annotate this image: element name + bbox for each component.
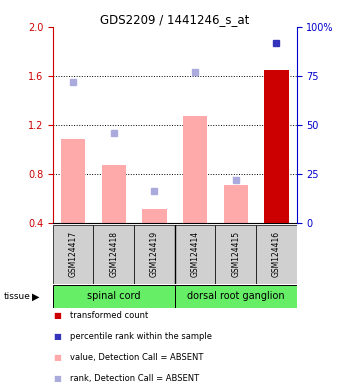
Text: tissue: tissue: [3, 292, 30, 301]
Text: transformed count: transformed count: [70, 311, 148, 320]
Bar: [175, 225, 216, 284]
Bar: [134, 225, 175, 284]
Bar: [61, 139, 85, 223]
Bar: [183, 116, 207, 223]
Title: GDS2209 / 1441246_s_at: GDS2209 / 1441246_s_at: [100, 13, 250, 26]
Text: percentile rank within the sample: percentile rank within the sample: [70, 332, 212, 341]
Bar: [102, 165, 126, 223]
Bar: [264, 70, 288, 223]
Bar: [216, 225, 256, 284]
Bar: [175, 285, 297, 308]
Text: GSM124414: GSM124414: [191, 231, 199, 278]
Bar: [256, 225, 297, 284]
Text: GSM124417: GSM124417: [69, 231, 78, 278]
Text: dorsal root ganglion: dorsal root ganglion: [187, 291, 284, 301]
Bar: [53, 285, 175, 308]
Bar: [142, 209, 167, 223]
Text: GSM124419: GSM124419: [150, 231, 159, 278]
Text: spinal cord: spinal cord: [87, 291, 140, 301]
Text: GSM124416: GSM124416: [272, 231, 281, 278]
Text: ■: ■: [53, 374, 61, 383]
Text: rank, Detection Call = ABSENT: rank, Detection Call = ABSENT: [70, 374, 199, 383]
Text: value, Detection Call = ABSENT: value, Detection Call = ABSENT: [70, 353, 203, 362]
Text: GSM124418: GSM124418: [109, 232, 118, 277]
Text: ■: ■: [53, 332, 61, 341]
Text: GSM124415: GSM124415: [231, 231, 240, 278]
Text: ■: ■: [53, 311, 61, 320]
Bar: [53, 225, 93, 284]
Text: ▶: ▶: [32, 291, 40, 301]
Bar: [224, 185, 248, 223]
Bar: [93, 225, 134, 284]
Text: ■: ■: [53, 353, 61, 362]
